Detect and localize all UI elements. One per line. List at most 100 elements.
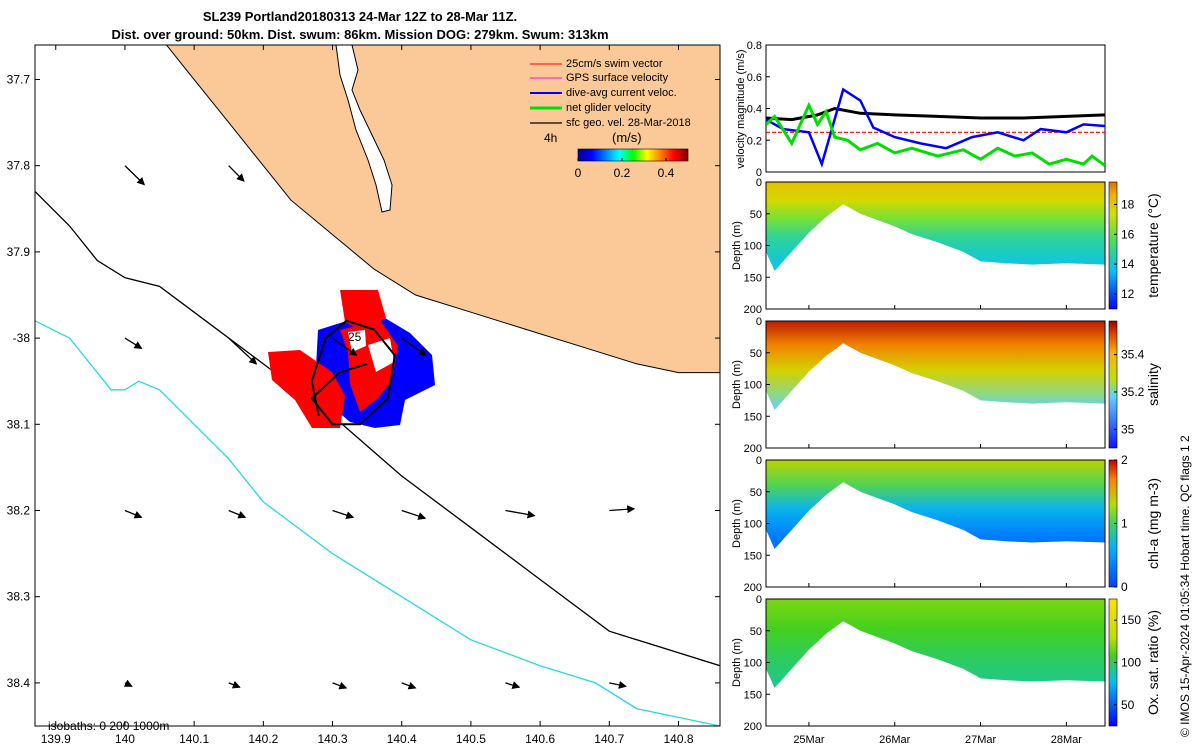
time-tick-label: 26Mar (879, 734, 911, 746)
map-panel: 25 139.9 140 140.1 140.2 140.3 140.4 140.5 140.… (7, 44, 721, 746)
legend-label-dive: dive-avg current veloc. (566, 87, 677, 99)
depth-tick-label: 50 (750, 487, 762, 499)
glider-track (310, 319, 396, 426)
velocity-ylabel: velocity magnitude (m/s) (735, 49, 747, 168)
velocity-y-tick-label: 0.6 (747, 72, 762, 84)
geo-velocity-arrow (609, 505, 636, 514)
legend-label-geo: sfc geo. vel. 28-Mar-2018 (566, 117, 691, 129)
depth-tick-label: 0 (756, 316, 762, 328)
geo-velocity-arrow (228, 509, 247, 519)
coastal-lake (335, 45, 393, 213)
velocity-y-tick-label: 0 (756, 167, 762, 179)
geo-velocity-arrow (124, 165, 146, 186)
colorbar-salinity (1108, 320, 1118, 449)
speed-colorbar-ticks: 0 0.2 0.4 (575, 158, 675, 180)
section-panel-oxygen: 0 50 100 150 200 25Mar 26Mar 27Mar 28Mar Depth (m… (731, 594, 1161, 746)
legend-label-net: net glider velocity (566, 102, 651, 114)
depth-tick-label: 150 (744, 550, 762, 562)
track-annotation: 25 (348, 330, 362, 344)
credit-text: © IMOS 15-Apr-2024 01:05:34 Hobart time.… (1178, 435, 1192, 737)
chart-title-line1: SL239 Portland20180313 24-Mar 12Z to 28-… (202, 9, 518, 24)
depth-tick-label: 50 (750, 348, 762, 360)
map-x-tick-label: 140.8 (663, 732, 693, 746)
map-axes: 139.9 140 140.1 140.2 140.3 140.4 140.5 140.6 14… (7, 45, 720, 746)
velocity-series-line (766, 87, 1105, 168)
colorbar-tick-label: 18 (1121, 197, 1135, 211)
map-x-tick-label: 140.3 (318, 732, 348, 746)
geo-velocity-arrow (401, 509, 427, 520)
geo-velocity-arrow (505, 681, 521, 689)
colorbar-tick-label: 35.2 (1121, 385, 1145, 399)
colorbar-tick-label: 35.4 (1121, 348, 1145, 362)
geo-velocity-arrow (124, 337, 143, 349)
time-tick-label: 27Mar (965, 734, 997, 746)
geo-velocity-arrow (401, 681, 417, 690)
geo-velocity-arrow (123, 679, 133, 687)
map-y-tick-label: 38.4 (7, 676, 31, 690)
depth-tick-label: 200 (744, 721, 762, 733)
speed-colorbar-tick-label: 0.4 (658, 166, 675, 180)
depth-tick-label: 200 (744, 582, 762, 594)
colorbar-label-salinity: salinity (1145, 363, 1161, 406)
velocity-series-line (766, 106, 1105, 122)
time-tick-label: 28Mar (1051, 734, 1083, 746)
map-x-tick-label: 140.6 (525, 732, 555, 746)
land-mass (165, 45, 720, 374)
colorbar-label-temperature: temperature (°C) (1145, 193, 1161, 297)
depth-tick-label: 200 (744, 443, 762, 455)
velocity-panel: 0 0.2 0.4 0.6 0.8 velocity magnitude (m/s) (735, 40, 1106, 179)
velocity-series (766, 87, 1105, 168)
depth-tick-label: 150 (744, 272, 762, 284)
geo-velocity-arrow (228, 680, 241, 689)
colorbar-tick-label: 150 (1121, 613, 1141, 627)
depth-tick-label: 0 (756, 455, 762, 467)
depth-tick-label: 0 (756, 594, 762, 606)
geo-velocity-arrow (228, 337, 258, 365)
section-field-temperature (766, 182, 1105, 271)
geo-velocity-arrow (401, 337, 427, 356)
colorbar-tick-label: 2 (1121, 453, 1128, 467)
map-y-tick-label: 37.8 (7, 159, 31, 173)
depth-tick-label: 150 (744, 411, 762, 423)
section-field-salinity (766, 321, 1105, 410)
map-y-tick-label: 38.3 (7, 590, 31, 604)
colorbar-temperature (1108, 181, 1118, 310)
colorbar-label-chl-a: chl-a (mg m-3) (1145, 478, 1161, 569)
section-panel-chl-a: 0 50 100 150 200 Depth (m) 0 1 2 chl-a (mg m-3) (731, 453, 1161, 594)
depth-tick-label: 100 (744, 519, 762, 531)
velocity-y-tick-label: 0.4 (747, 104, 762, 116)
map-x-tick-label: 140.5 (456, 732, 486, 746)
depth-axis-label: Depth (m) (731, 638, 743, 687)
map-x-tick-label: 139.9 (41, 732, 71, 746)
speed-colorbar-tick-label: 0 (575, 166, 582, 180)
map-y-tick-label: 37.9 (7, 245, 31, 259)
geo-velocity-arrow (124, 509, 143, 519)
map-x-tick-label: 140.1 (179, 732, 209, 746)
speed-colorbar-tick-label: 0.2 (614, 166, 631, 180)
map-frame (34, 44, 721, 727)
colorbar-tick-label: 12 (1121, 287, 1135, 301)
map-x-tick-label: 140.4 (387, 732, 417, 746)
map-x-tick-label: 140 (115, 732, 135, 746)
colorbar-tick-label: 1 (1121, 517, 1128, 531)
map-x-tick-label: 140.2 (248, 732, 278, 746)
depth-tick-label: 100 (744, 241, 762, 253)
geo-velocity-arrow (228, 165, 245, 182)
legend-label-gps: GPS surface velocity (566, 72, 669, 84)
colorbar-tick-label: 16 (1121, 227, 1135, 241)
depth-tick-label: 200 (744, 304, 762, 316)
depth-tick-label: 50 (750, 209, 762, 221)
colorbar-unit-label: (m/s) (612, 130, 642, 145)
depth-axis-label: Depth (m) (731, 499, 743, 548)
map-layers: 25 (35, 45, 720, 726)
depth-axis-label: Depth (m) (731, 221, 743, 270)
velocity-series-line (766, 101, 1105, 167)
map-legend: 25cm/s swim vector GPS surface velocity … (530, 58, 691, 180)
legend-label-swim: 25cm/s swim vector (566, 58, 663, 70)
section-field-chl-a (766, 460, 1105, 549)
speed-colorbar (577, 148, 689, 162)
colorbar-tick-label: 14 (1121, 257, 1135, 271)
